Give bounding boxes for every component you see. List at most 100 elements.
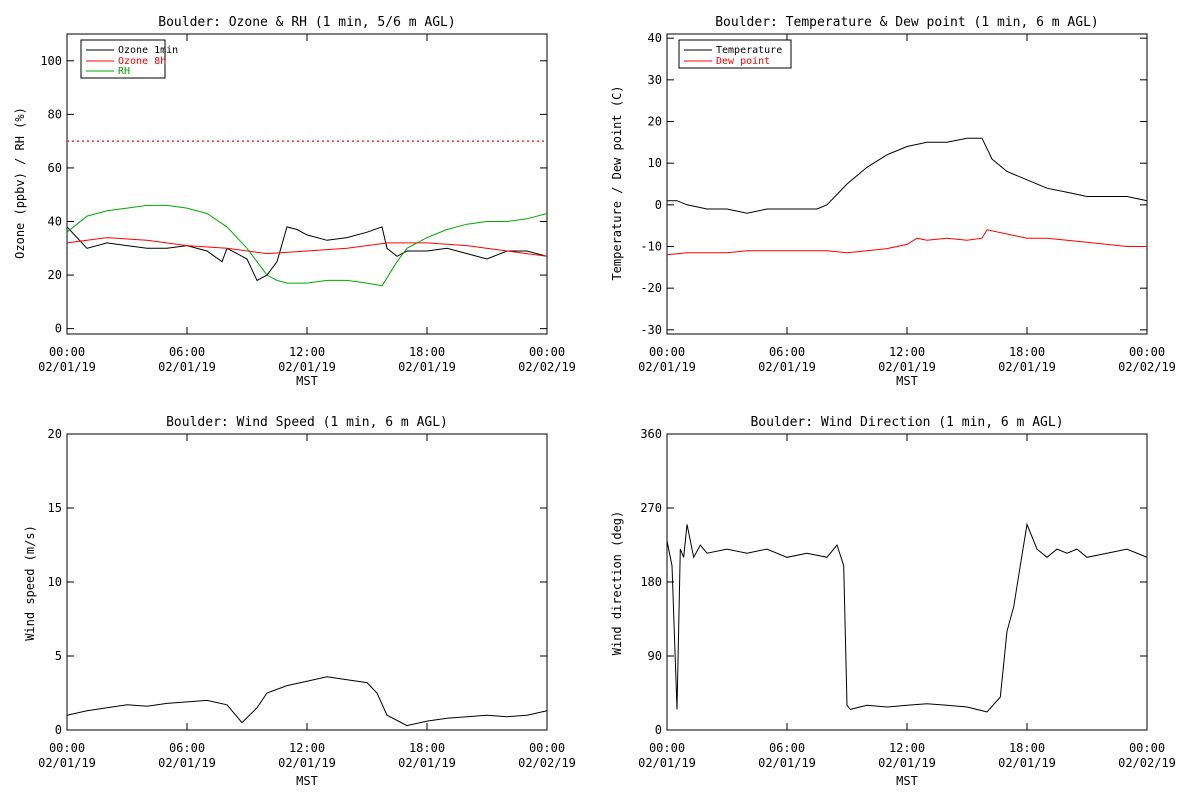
- x-axis-label: MST: [296, 774, 318, 788]
- chart-title: Boulder: Wind Direction (1 min, 6 m AGL): [750, 415, 1063, 430]
- y-tick-label: 15: [48, 501, 62, 515]
- plot-frame: [666, 433, 1148, 731]
- y-tick-label: 20: [48, 427, 62, 441]
- x-tick-label-date: 02/01/19: [158, 756, 216, 770]
- x-tick-label-date: 02/01/19: [878, 360, 936, 374]
- x-tick-label-time: 00:00: [649, 741, 685, 755]
- x-tick-label-date: 02/01/19: [38, 360, 96, 374]
- y-axis-label: Temperature / Dew point (C): [610, 85, 624, 280]
- legend: Ozone 1min Ozone 8h RH: [80, 39, 178, 79]
- y-tick-label: 60: [48, 161, 62, 175]
- y-axis-label: Wind direction (deg): [610, 511, 624, 656]
- y-tick-label: 80: [48, 107, 62, 121]
- y-tick-label: 0: [655, 198, 662, 212]
- x-tick-label-date: 02/01/19: [758, 756, 816, 770]
- x-tick-label-time: 06:00: [169, 345, 205, 359]
- y-tick-label: -10: [640, 240, 662, 254]
- x-tick-label-time: 18:00: [409, 345, 445, 359]
- y-tick-label: 0: [55, 322, 62, 336]
- y-axis-label: Ozone (ppbv) / RH (%): [13, 107, 27, 259]
- x-tick-label-date: 02/02/19: [1118, 360, 1176, 374]
- series-line-ozone-8h: [66, 237, 548, 257]
- series-line-rh: [66, 204, 548, 287]
- chart-title: Boulder: Ozone & RH (1 min, 5/6 m AGL): [158, 15, 455, 30]
- x-tick-label-time: 12:00: [289, 741, 325, 755]
- y-tick-label: 10: [48, 575, 62, 589]
- x-tick-label-time: 12:00: [289, 345, 325, 359]
- x-tick-label-date: 02/01/19: [398, 360, 456, 374]
- ozone-rh-panel: Boulder: Ozone & RH (1 min, 5/6 m AGL) O…: [13, 15, 576, 388]
- chart-title: Boulder: Wind Speed (1 min, 6 m AGL): [166, 415, 448, 430]
- legend-box: [678, 39, 792, 69]
- y-tick-label: 270: [640, 501, 662, 515]
- x-tick-label-time: 18:00: [1009, 345, 1045, 359]
- x-tick-label-time: 00:00: [529, 345, 565, 359]
- plot-frame: [66, 433, 548, 731]
- x-tick-label-time: 00:00: [529, 741, 565, 755]
- x-tick-label-date: 02/01/19: [758, 360, 816, 374]
- y-tick-label: 0: [55, 723, 62, 737]
- x-axis-label: MST: [896, 374, 918, 388]
- legend-label-rh: RH: [118, 66, 130, 77]
- x-tick-label-date: 02/02/19: [518, 756, 576, 770]
- x-tick-label-date: 02/01/19: [998, 756, 1056, 770]
- legend-label-ozone-1min: Ozone 1min: [118, 45, 178, 56]
- x-tick-label-date: 02/01/19: [158, 360, 216, 374]
- x-tick-label-time: 18:00: [409, 741, 445, 755]
- x-tick-label-time: 12:00: [889, 741, 925, 755]
- plot-frame: [66, 33, 548, 335]
- x-tick-label-date: 02/02/19: [518, 360, 576, 374]
- y-tick-label: 40: [648, 31, 662, 45]
- y-tick-label: 5: [55, 649, 62, 663]
- x-tick-label-time: 00:00: [49, 345, 85, 359]
- chart-title: Boulder: Temperature & Dew point (1 min,…: [715, 15, 1099, 30]
- x-tick-label-time: 06:00: [169, 741, 205, 755]
- y-tick-label: 100: [40, 54, 62, 68]
- x-tick-label-date: 02/01/19: [278, 360, 336, 374]
- legend: Temperature Dew point: [678, 39, 792, 69]
- legend-box: [80, 39, 166, 79]
- x-tick-label-date: 02/01/19: [398, 756, 456, 770]
- wind-speed-panel: Boulder: Wind Speed (1 min, 6 m AGL) Win…: [23, 415, 576, 788]
- y-tick-label: -20: [640, 281, 662, 295]
- wind-direction-panel: Boulder: Wind Direction (1 min, 6 m AGL)…: [610, 415, 1176, 788]
- y-tick-label: 10: [648, 156, 662, 170]
- x-tick-label-time: 06:00: [769, 741, 805, 755]
- y-tick-label: 90: [648, 649, 662, 663]
- x-tick-label-date: 02/01/19: [638, 756, 696, 770]
- temperature-dewpoint-panel: Boulder: Temperature & Dew point (1 min,…: [610, 15, 1176, 388]
- x-tick-label-time: 00:00: [1129, 741, 1165, 755]
- y-tick-label: -30: [640, 323, 662, 337]
- x-tick-label-date: 02/01/19: [638, 360, 696, 374]
- x-tick-label-time: 00:00: [649, 345, 685, 359]
- series-line-ozone-1min: [66, 226, 548, 282]
- y-tick-label: 180: [640, 575, 662, 589]
- y-tick-label: 40: [48, 215, 62, 229]
- x-tick-label-time: 12:00: [889, 345, 925, 359]
- x-tick-label-time: 06:00: [769, 345, 805, 359]
- x-axis-label: MST: [296, 374, 318, 388]
- y-tick-label: 360: [640, 427, 662, 441]
- plot-frame: [666, 33, 1148, 335]
- y-tick-label: 20: [648, 115, 662, 129]
- series-line-series-0: [66, 676, 548, 727]
- x-tick-label-date: 02/01/19: [278, 756, 336, 770]
- x-tick-label-time: 00:00: [1129, 345, 1165, 359]
- x-tick-label-time: 00:00: [49, 741, 85, 755]
- x-tick-label-date: 02/02/19: [1118, 756, 1176, 770]
- x-tick-label-date: 02/01/19: [998, 360, 1056, 374]
- x-tick-label-time: 18:00: [1009, 741, 1045, 755]
- x-tick-label-date: 02/01/19: [878, 756, 936, 770]
- x-axis-label: MST: [896, 774, 918, 788]
- x-tick-label-date: 02/01/19: [38, 756, 96, 770]
- legend-label-ozone-8h: Ozone 8h: [118, 56, 166, 67]
- series-line-series-0: [666, 522, 1148, 713]
- y-axis-label: Wind speed (m/s): [23, 525, 37, 641]
- y-tick-label: 30: [648, 73, 662, 87]
- y-tick-label: 0: [655, 723, 662, 737]
- legend-label-dew-point: Dew point: [716, 56, 770, 67]
- series-line-temperature: [667, 137, 1148, 214]
- legend-label-temperature: Temperature: [716, 45, 782, 56]
- series-line-dew-point: [666, 229, 1147, 256]
